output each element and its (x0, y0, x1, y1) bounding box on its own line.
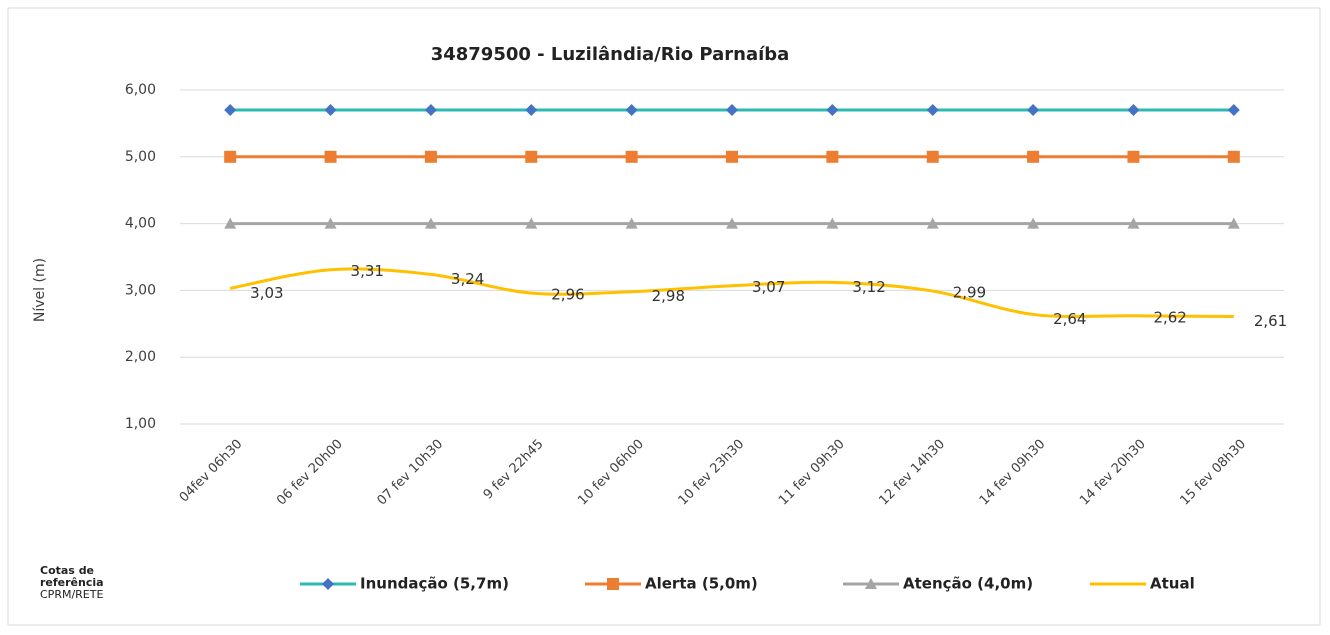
marker (625, 104, 638, 117)
data-label: 2,99 (953, 284, 986, 302)
series-line (229, 267, 1234, 319)
marker (1227, 150, 1240, 163)
marker (826, 104, 839, 117)
marker (1027, 104, 1040, 117)
chart-title: 34879500 - Luzilândia/Rio Parnaíba (431, 44, 790, 65)
data-label: 3,31 (351, 262, 384, 280)
data-label: 3,07 (752, 278, 785, 296)
marker (224, 217, 237, 229)
marker (525, 150, 538, 163)
marker (424, 217, 437, 229)
marker (1127, 150, 1140, 163)
marker (224, 104, 237, 117)
marker (224, 150, 237, 163)
marker (726, 217, 738, 229)
data-label: 2,64 (1053, 310, 1086, 328)
data-label: 2,96 (551, 286, 584, 304)
marker (726, 104, 738, 117)
marker (324, 217, 337, 229)
marker (525, 217, 538, 229)
note: Cotas de referência CPRM/RETE (40, 565, 104, 601)
marker (424, 150, 437, 163)
y-tick-label: 6,00 (125, 82, 156, 98)
marker (1027, 217, 1040, 229)
data-label: 3,12 (852, 278, 885, 296)
y-tick-label: 5,00 (125, 149, 156, 165)
marker (865, 578, 877, 589)
marker (1027, 150, 1040, 163)
marker (826, 150, 839, 163)
legend-label: Atual (1150, 575, 1195, 593)
y-tick-label: 1,00 (125, 416, 156, 432)
legend-label: Alerta (5,0m) (645, 575, 758, 593)
marker (1227, 104, 1240, 117)
data-label: 2,62 (1153, 308, 1186, 326)
marker (525, 104, 538, 117)
marker (424, 104, 437, 117)
y-axis-label: Nível (m) (32, 258, 48, 322)
marker (1127, 104, 1140, 117)
marker (826, 217, 839, 229)
y-tick-label: 2,00 (125, 349, 156, 365)
marker (926, 217, 939, 229)
marker (1127, 217, 1140, 229)
legend-label: Atenção (4,0m) (903, 575, 1033, 593)
marker (926, 150, 939, 163)
note-title: Cotas de referência (40, 565, 104, 589)
marker (607, 578, 619, 590)
y-tick-label: 3,00 (125, 282, 156, 298)
marker (1227, 217, 1240, 229)
data-label: 2,98 (652, 287, 685, 305)
marker (322, 578, 334, 590)
marker (625, 217, 638, 229)
marker (324, 150, 337, 163)
marker (324, 104, 337, 117)
data-label: 3,24 (451, 270, 484, 288)
marker (926, 104, 939, 117)
marker (726, 150, 738, 163)
data-label: 3,03 (250, 284, 283, 302)
note-source: CPRM/RETE (40, 588, 104, 601)
legend-label: Inundação (5,7m) (360, 575, 509, 593)
marker (625, 150, 638, 163)
y-tick-label: 4,00 (125, 216, 156, 232)
data-label: 2,61 (1254, 312, 1287, 330)
